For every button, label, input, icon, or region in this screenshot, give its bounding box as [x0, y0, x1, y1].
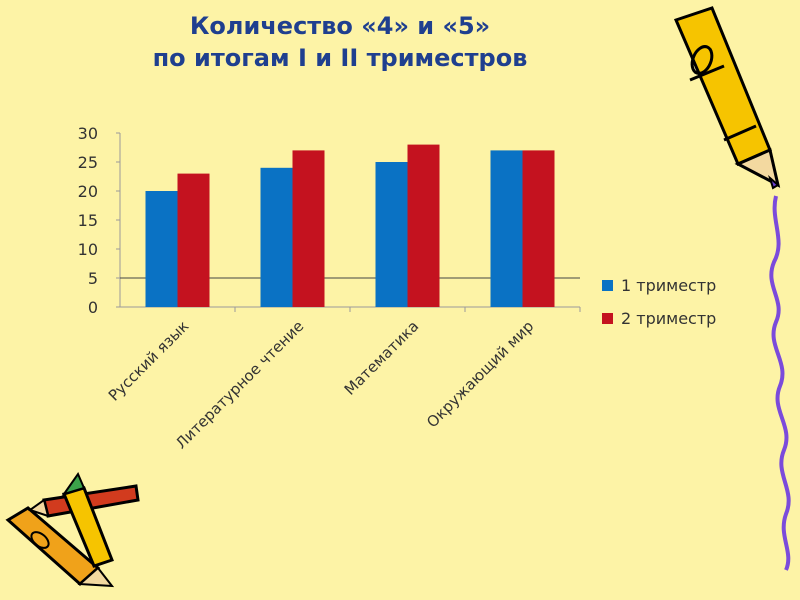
- bar-series-1: [490, 150, 523, 307]
- legend-label: 1 триместр: [621, 276, 716, 295]
- y-tick-label: 0: [88, 298, 98, 317]
- title-line-1: Количество «4» и «5»: [189, 12, 491, 40]
- y-tick-label: 15: [78, 211, 98, 230]
- legend-label: 2 триместр: [621, 309, 716, 328]
- y-tick-label: 20: [78, 182, 98, 201]
- x-tick-label: Окружающий мир: [423, 317, 537, 431]
- title-line-2: по итогам I и II триместров: [152, 44, 528, 72]
- y-tick-label: 30: [78, 124, 98, 143]
- bar-series-2: [177, 173, 210, 307]
- bar-series-1: [260, 167, 293, 307]
- bar-series-2: [522, 150, 555, 307]
- bar-series-2: [292, 150, 325, 307]
- legend-swatch: [602, 313, 613, 324]
- y-tick-label: 10: [78, 240, 98, 259]
- bar-series-1: [145, 191, 178, 307]
- x-tick-label: Русский язык: [105, 317, 192, 404]
- legend-swatch: [602, 280, 613, 291]
- y-tick-label: 5: [88, 269, 98, 288]
- x-tick-label: Литературное чтение: [172, 317, 307, 452]
- slide-title: Количество «4» и «5» по итогам I и II тр…: [60, 10, 620, 74]
- bar-series-2: [407, 144, 440, 307]
- bar-series-1: [375, 162, 408, 307]
- y-tick-label: 25: [78, 153, 98, 172]
- x-tick-label: Математика: [341, 317, 423, 399]
